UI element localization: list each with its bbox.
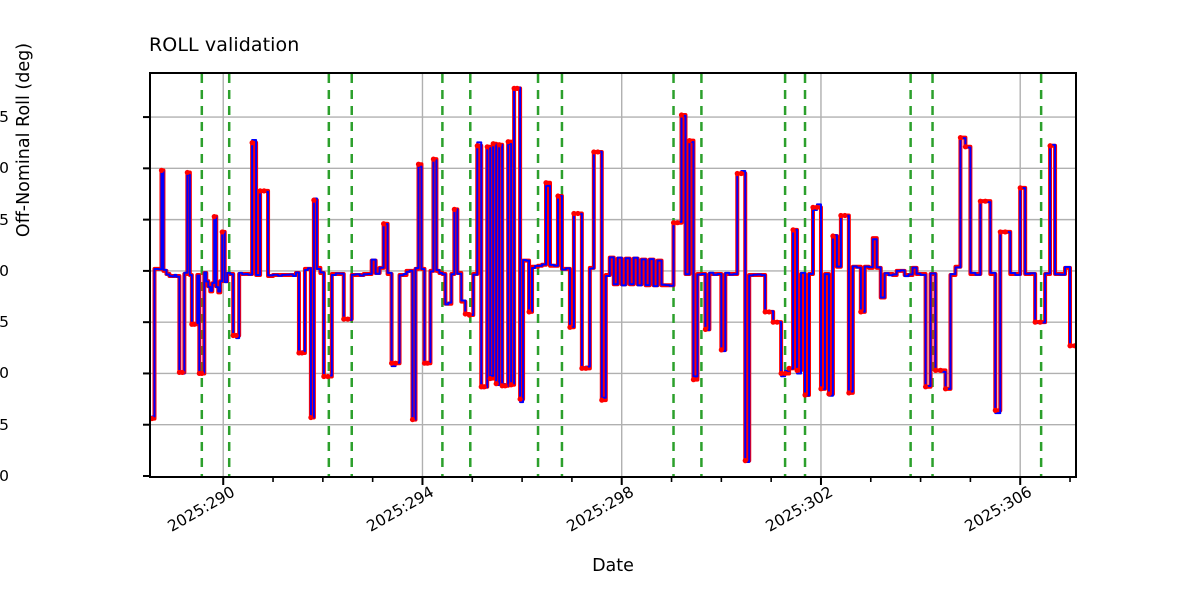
data-point-markers [151,85,1075,464]
y-axis-label: Off-Nominal Roll (deg) [14,42,34,238]
y-tick-label: 5 [0,210,9,229]
y-tick-label: −15 [0,415,9,434]
y-tick-label: 10 [0,159,9,178]
y-tick-label: 0 [0,261,9,280]
y-tick-label: −10 [0,364,9,383]
x-tick-label: 2025:298 [563,482,637,536]
y-tick-label: −5 [0,313,9,332]
x-tick-label: 2025:290 [164,482,239,536]
chart-svg [151,74,1075,476]
x-tick-label: 2025:294 [364,482,438,536]
x-axis-label: Date [592,556,634,576]
chart-title: ROLL validation [149,34,300,56]
x-tick-label: 2025:302 [762,482,836,536]
x-tick-label: 2025:306 [961,482,1036,536]
data-series [151,86,1075,463]
y-tick-label: −20 [0,467,9,485]
y-tick-label: 15 [0,108,9,127]
plot-area [149,72,1077,478]
